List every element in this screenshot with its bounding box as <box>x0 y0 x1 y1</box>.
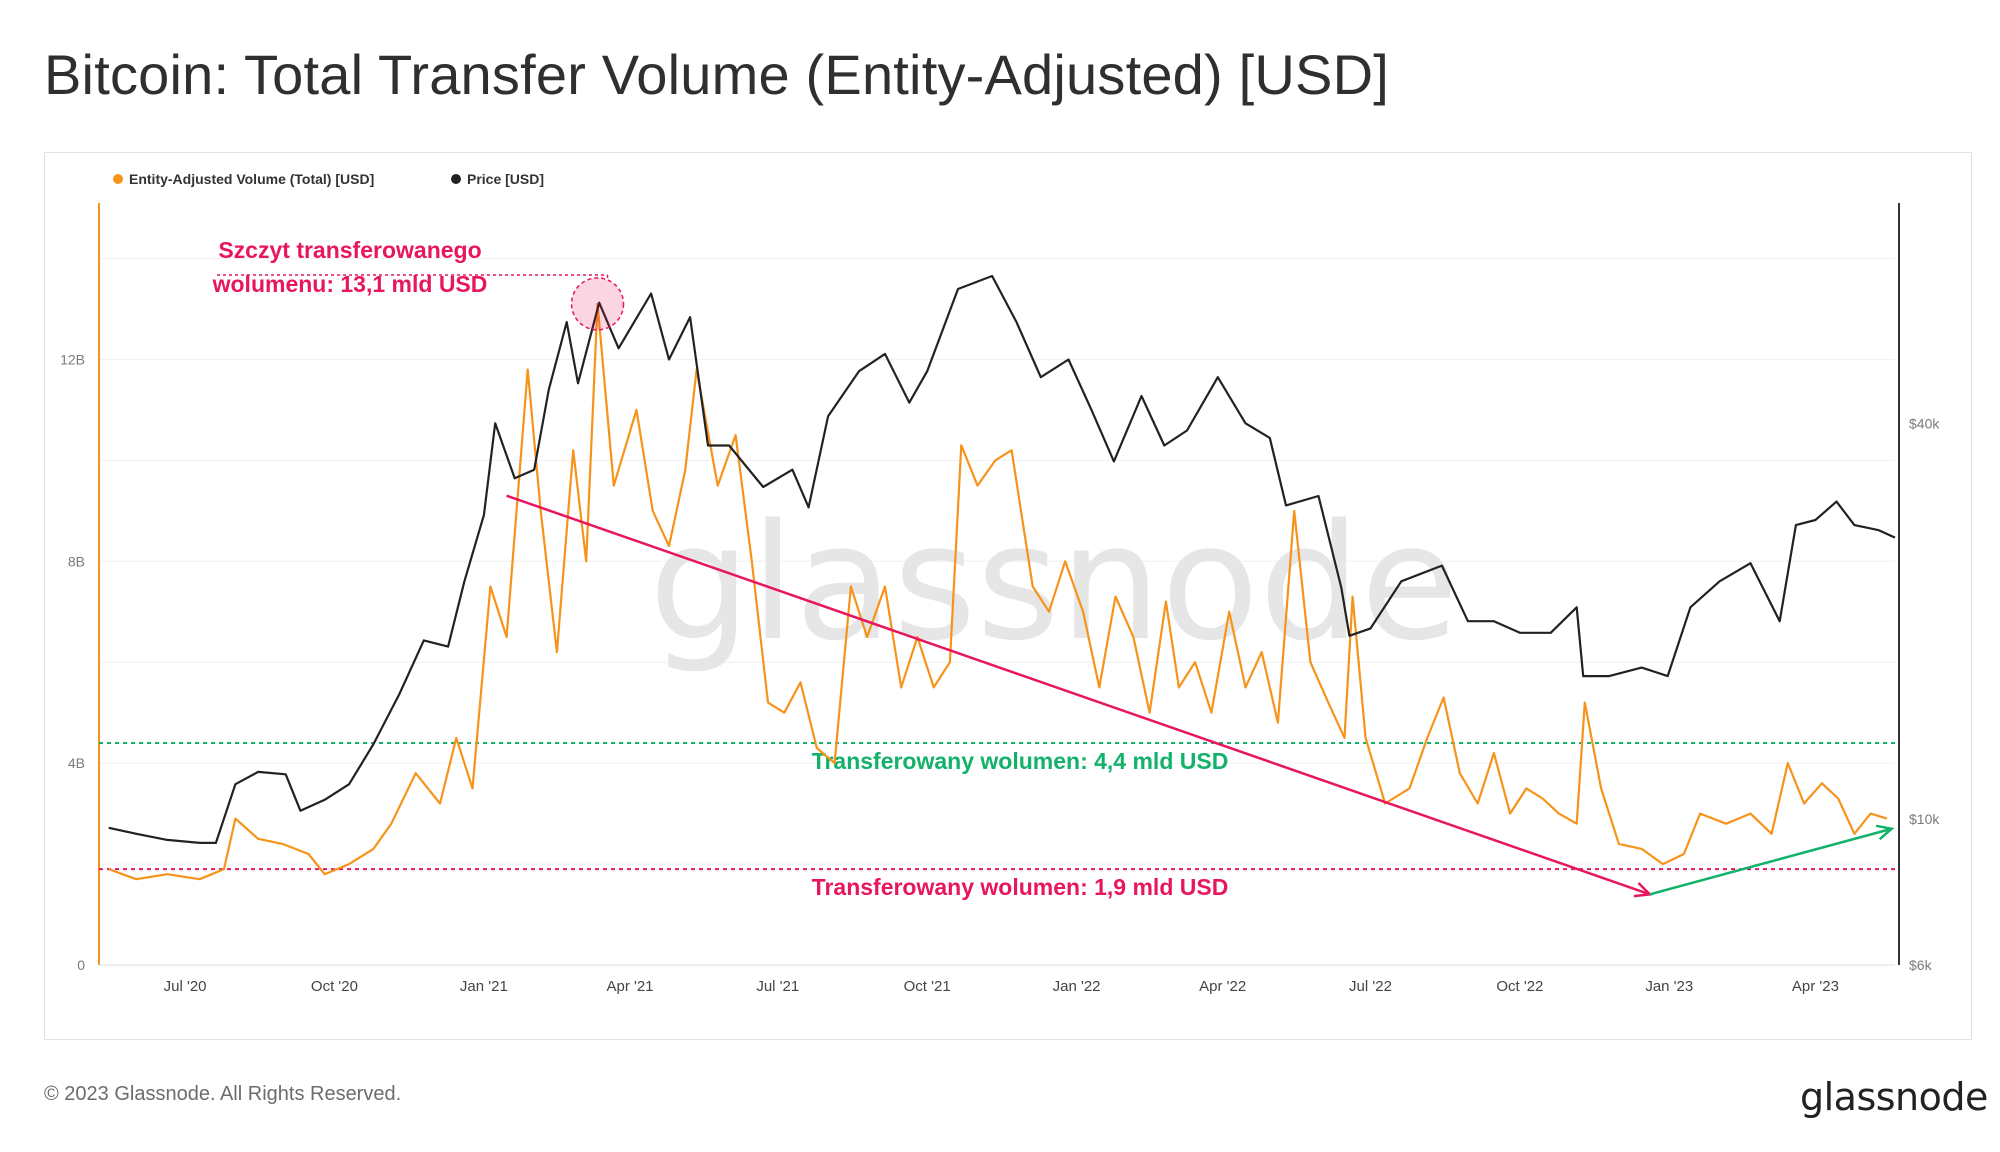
peak-highlight-circle <box>570 277 625 331</box>
x-tick-label: Oct '20 <box>311 978 358 995</box>
volume-series-line <box>108 302 1888 881</box>
page-title: Bitcoin: Total Transfer Volume (Entity-A… <box>44 43 1389 106</box>
peak-label-line: Szczyt transferowanego <box>218 237 481 263</box>
reference-line-label: Transferowany wolumen: 1,9 mld USD <box>812 874 1229 900</box>
reference-line-label: Transferowany wolumen: 4,4 mld USD <box>812 748 1229 774</box>
watermark: glassnode <box>649 489 1459 676</box>
price-series-line <box>108 274 1896 844</box>
x-tick-label: Jul '20 <box>164 978 207 995</box>
y-left-tick-label: 12B <box>60 351 85 367</box>
peak-label-line: wolumenu: 13,1 mld USD <box>212 271 488 297</box>
chart-frame: glassnode 0 4B 8B 12B $6k $10k $40k Jul '20 Oct … <box>44 152 1972 1040</box>
x-tick-label: Jul '22 <box>1349 978 1392 995</box>
y-left-tick-label: 0 <box>77 957 85 973</box>
legend-label: Entity-Adjusted Volume (Total) [USD] <box>129 171 374 187</box>
y-right-tick-label: $10k <box>1909 811 1940 827</box>
x-tick-label: Jan '23 <box>1645 978 1693 995</box>
legend-marker <box>113 174 123 184</box>
x-tick-label: Apr '22 <box>1199 978 1246 995</box>
legend-label: Price [USD] <box>467 171 544 187</box>
x-tick-label: Oct '22 <box>1496 978 1543 995</box>
x-tick-label: Jul '21 <box>756 978 799 995</box>
chart-svg: glassnode 0 4B 8B 12B $6k $10k $40k Jul '20 Oct … <box>60 171 1940 995</box>
x-tick-label: Jan '21 <box>460 978 508 995</box>
x-tick-label: Jan '22 <box>1053 978 1101 995</box>
glassnode-logo: glassnode <box>1800 1075 1988 1119</box>
y-left-tick-label: 8B <box>68 553 85 569</box>
x-tick-label: Oct '21 <box>904 978 951 995</box>
trend-arrow-line <box>506 494 1651 896</box>
trend-arrow-line <box>1649 827 1893 896</box>
y-right-tick-label: $40k <box>1909 415 1940 431</box>
trend-arrow-head <box>1875 824 1895 841</box>
legend-marker <box>451 174 461 184</box>
x-tick-label: Apr '21 <box>606 978 653 995</box>
y-left-tick-label: 4B <box>68 755 85 771</box>
copyright-notice: © 2023 Glassnode. All Rights Reserved. <box>44 1083 402 1105</box>
y-right-tick-label: $6k <box>1909 957 1933 973</box>
x-tick-label: Apr '23 <box>1792 978 1839 995</box>
